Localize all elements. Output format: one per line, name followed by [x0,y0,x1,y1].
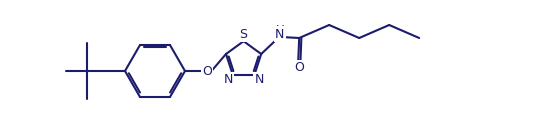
Text: O: O [294,61,304,74]
Text: N: N [254,73,264,86]
Text: H: H [276,24,285,37]
Text: O: O [202,64,212,78]
Text: N: N [224,73,233,86]
Text: N: N [275,27,285,41]
Text: S: S [239,27,248,41]
